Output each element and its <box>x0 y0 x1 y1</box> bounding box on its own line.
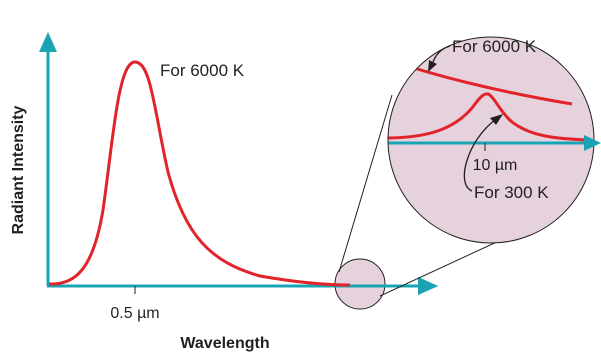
label-main-6000k: For 6000 K <box>160 61 245 80</box>
zoom-connector-top <box>338 94 393 273</box>
label-main-tick: 0.5 µm <box>110 305 159 322</box>
y-axis <box>39 32 57 286</box>
y-axis-arrowhead <box>39 32 57 52</box>
inset-magnified-view <box>387 36 601 244</box>
curve-6000k <box>48 60 351 287</box>
inset-curve-300k <box>388 92 591 142</box>
pointer-6000k-arrow <box>428 45 451 72</box>
x-axis-title: Wavelength <box>180 335 269 352</box>
pointer-300k-arrow <box>463 114 503 192</box>
y-axis-title: Radiant Intensity <box>10 105 27 234</box>
inset-axis-arrowhead <box>584 135 601 151</box>
label-inset-6000k: For 6000 K <box>452 37 537 56</box>
label-inset-tick: 10 µm <box>473 157 518 174</box>
label-inset-300k: For 300 K <box>474 183 549 202</box>
